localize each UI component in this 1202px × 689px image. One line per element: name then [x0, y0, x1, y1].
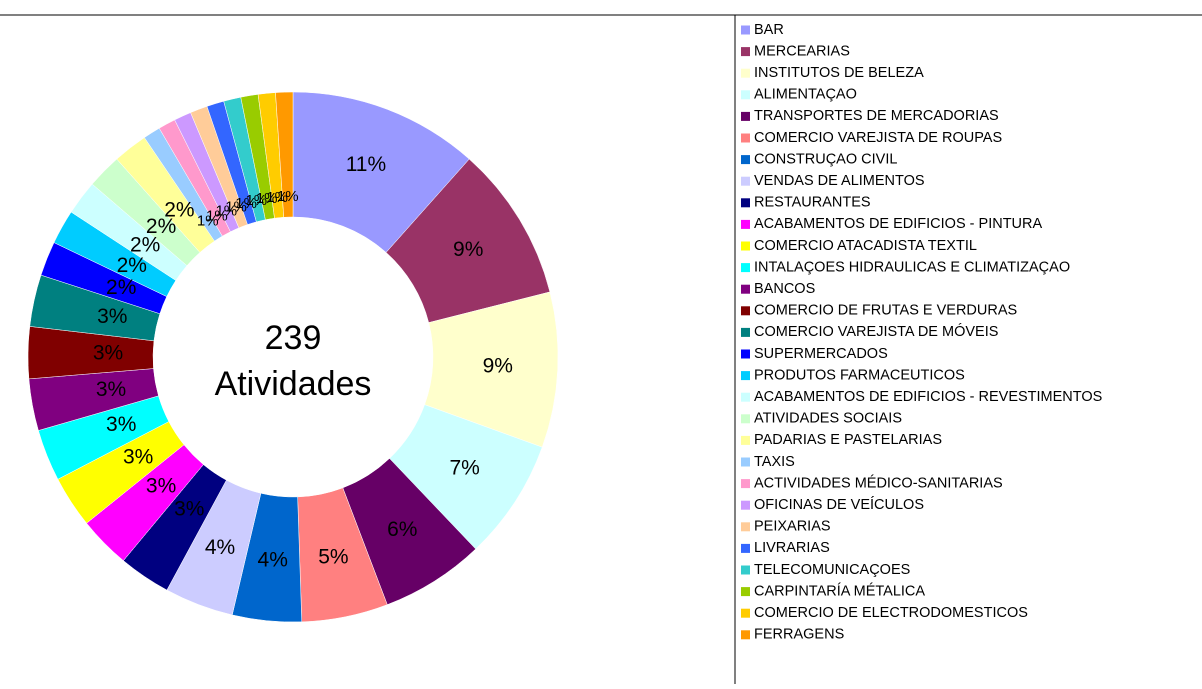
data-label: 1%: [245, 192, 267, 209]
data-labels: 11%9%9%7%6%5%4%4%3%3%3%3%3%3%3%2%2%2%2%2…: [93, 153, 513, 572]
slice: [275, 91, 294, 218]
data-label: 2%: [164, 199, 194, 222]
legend-swatch: [741, 543, 750, 553]
legend-label: ATIVIDADES SOCIAIS: [754, 411, 902, 427]
legend-swatch: [741, 263, 750, 273]
legend-swatch: [741, 479, 750, 489]
data-label: 1%: [266, 189, 288, 206]
data-label: 2%: [130, 233, 160, 256]
legend-label: CONSTRUÇAO CIVIL: [754, 151, 897, 167]
data-label: 1%: [235, 195, 257, 212]
legend-label: INTALAÇOES HIDRAULICAS E CLIMATIZAÇAO: [754, 259, 1070, 275]
legend-swatch: [741, 371, 750, 381]
legend-label: TELECOMUNICAÇOES: [754, 562, 910, 578]
legend-swatch: [741, 435, 750, 445]
legend-swatch: [741, 219, 750, 229]
legend-label: ACABAMENTOS DE EDIFICIOS - REVESTIMENTOS: [754, 389, 1102, 405]
legend-swatch: [741, 522, 750, 532]
legend-label: MERCEARIAS: [754, 43, 850, 59]
legend-swatch: [741, 414, 750, 424]
data-label: 9%: [483, 355, 513, 378]
legend-label: COMERCIO DE FRUTAS E VERDURAS: [754, 303, 1017, 319]
legend-label: PADARIAS E PASTELARIAS: [754, 432, 942, 448]
legend-swatch: [741, 25, 750, 35]
data-label: 1%: [256, 190, 278, 207]
legend-label: PEIXARIAS: [754, 519, 831, 535]
legend-label: LIVRARIAS: [754, 540, 830, 556]
legend-swatch: [741, 392, 750, 402]
data-label: 9%: [453, 238, 483, 261]
data-label: 1%: [215, 203, 237, 220]
legend-label: ALIMENTAÇAO: [754, 87, 857, 103]
data-label: 3%: [93, 341, 123, 364]
legend-swatch: [741, 306, 750, 316]
data-label: 1%: [225, 198, 247, 215]
legend-label: FERRAGENS: [754, 627, 844, 643]
data-label: 2%: [146, 215, 176, 238]
data-label: 4%: [258, 549, 288, 572]
legend-label: TRANSPORTES DE MERCADORIAS: [754, 108, 999, 124]
legend-label: ACABAMENTOS DE EDIFICIOS - PINTURA: [754, 216, 1042, 232]
data-label: 2%: [117, 254, 147, 277]
legend-label: CARPINTARÍA MÉTALICA: [754, 582, 925, 599]
center-label: Atividades: [215, 365, 372, 403]
legend-label: COMERCIO VAREJISTA DE ROUPAS: [754, 130, 1002, 146]
legend-swatch: [741, 349, 750, 359]
legend-label: PRODUTOS FARMACEUTICOS: [754, 367, 965, 383]
legend-swatch: [741, 198, 750, 208]
legend-label: COMERCIO VAREJISTA DE MÓVEIS: [754, 323, 998, 340]
legend-swatch: [741, 608, 750, 618]
legend-swatch: [741, 457, 750, 467]
legend: BAR MERCEARIAS INSTITUTOS DE BELEZA ALIMENT…: [741, 22, 1102, 643]
legend-label: BAR: [754, 22, 784, 38]
legend-swatch: [741, 111, 750, 121]
legend-swatch: [741, 68, 750, 78]
legend-label: ACTIVIDADES MÉDICO-SANITARIAS: [754, 474, 1003, 491]
legend-label: TAXIS: [754, 454, 795, 470]
center-label: 239: [265, 319, 322, 357]
donut: [27, 91, 559, 623]
legend-label: COMERCIO DE ELECTRODOMESTICOS: [754, 605, 1028, 621]
legend-swatch: [741, 327, 750, 337]
legend-swatch: [741, 284, 750, 294]
legend-swatch: [741, 90, 750, 100]
legend-swatch: [741, 565, 750, 575]
legend-swatch: [741, 47, 750, 57]
legend-swatch: [741, 176, 750, 186]
legend-label: RESTAURANTES: [754, 195, 871, 211]
legend-label: BANCOS: [754, 281, 815, 297]
data-label: 1%: [277, 188, 299, 205]
data-label: 7%: [449, 457, 479, 480]
data-label: 4%: [205, 536, 235, 559]
legend-swatch: [741, 241, 750, 251]
legend-swatch: [741, 587, 750, 597]
data-label: 11%: [346, 153, 386, 176]
legend-label: OFICINAS DE VEÍCULOS: [754, 496, 924, 513]
legend-swatch: [741, 500, 750, 510]
data-label: 1%: [197, 213, 219, 230]
legend-label: COMERCIO ATACADISTA TEXTIL: [754, 238, 977, 254]
legend-label: VENDAS DE ALIMENTOS: [754, 173, 925, 189]
data-label: 3%: [174, 498, 204, 521]
legend-label: SUPERMERCADOS: [754, 346, 888, 362]
legend-swatch: [741, 155, 750, 165]
data-label: 3%: [96, 378, 126, 401]
data-label: 3%: [97, 305, 127, 328]
data-label: 5%: [318, 546, 348, 569]
data-label: 6%: [387, 518, 417, 541]
data-label: 3%: [146, 474, 176, 497]
data-label: 3%: [123, 446, 153, 469]
data-label: 3%: [106, 413, 136, 436]
legend-label: INSTITUTOS DE BELEZA: [754, 65, 924, 81]
legend-swatch: [741, 133, 750, 143]
data-label: 2%: [106, 276, 136, 299]
legend-swatch: [741, 630, 750, 640]
data-label: 1%: [206, 207, 228, 224]
